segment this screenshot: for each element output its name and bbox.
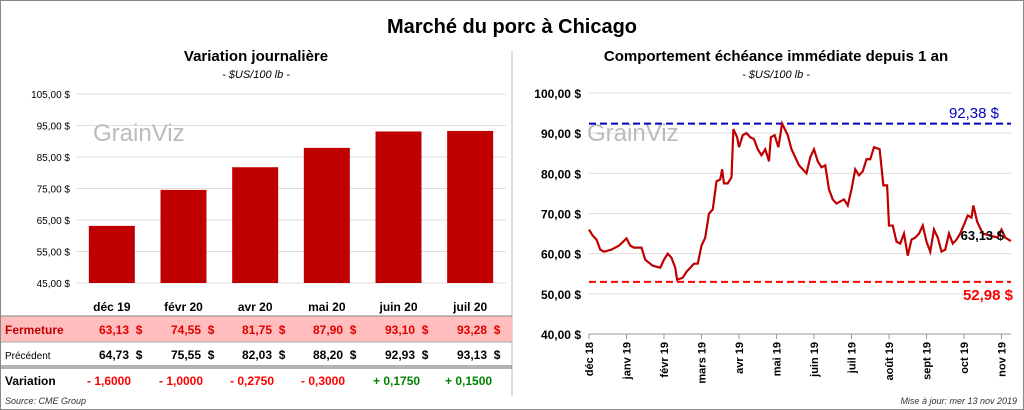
table-cell: - 0,2750 — [230, 374, 274, 388]
x-category-label: avr 20 — [238, 300, 273, 314]
source-note: Source: CME Group — [5, 396, 86, 406]
x-tick-label: juil 19 — [847, 342, 859, 374]
update-note: Mise à jour: mer 13 nov 2019 — [900, 396, 1017, 406]
table-cell: 87,90 $ — [313, 323, 357, 337]
y-tick-label: 60,00 $ — [541, 248, 581, 262]
max-label: 92,38 $ — [949, 105, 1000, 122]
line-chart-subtitle: - $US/100 lb - — [742, 69, 810, 81]
x-category-label: juin 20 — [378, 300, 417, 314]
table-cell: - 1,6000 — [87, 374, 131, 388]
line-chart: 40,00 $ 50,00 $ 60,00 $ 70,00 $ 80,00 $ 90,00… — [534, 87, 1013, 384]
table-row-label: Variation — [5, 374, 56, 388]
y-tick-label: 85,00 $ — [37, 153, 71, 164]
table-cell: 93,28 $ — [457, 323, 501, 337]
table-cell: + 0,1500 — [445, 374, 492, 388]
y-tick-label: 75,00 $ — [37, 185, 71, 196]
x-tick-label: avr 19 — [734, 342, 746, 374]
last-value-label: 63,13 $ — [961, 228, 1005, 243]
x-tick-label: juin 19 — [809, 342, 821, 378]
x-tick-label: janv 19 — [622, 342, 634, 380]
table-cell: 93,13 $ — [457, 348, 501, 362]
x-tick-label: oct 19 — [959, 342, 971, 374]
table-cell: - 0,3000 — [301, 374, 345, 388]
x-category-label: févr 20 — [164, 300, 203, 314]
bar-chart-subtitle: - $US/100 lb - — [222, 69, 290, 81]
bar-chart: 45,00 $ 55,00 $ 65,00 $ 75,00 $ 85,00 $ 95,00… — [31, 90, 506, 314]
table-cell: + 0,1750 — [373, 374, 420, 388]
highlight-row-bg — [1, 316, 512, 342]
bar — [88, 225, 135, 283]
min-label: 52,98 $ — [963, 287, 1014, 304]
table-cell: 64,73 $ — [99, 348, 143, 362]
x-category-label: mai 20 — [308, 300, 346, 314]
bar — [375, 131, 422, 283]
x-tick-label: nov 19 — [997, 342, 1009, 377]
price-series-line — [588, 119, 1012, 282]
table-row-label: Fermeture — [5, 323, 64, 337]
main-title: Marché du porc à Chicago — [387, 16, 637, 38]
table-cell: 81,75 $ — [242, 323, 286, 337]
y-tick-label: 100,00 $ — [534, 87, 581, 101]
table-cell: 74,55 $ — [171, 323, 215, 337]
table-row-label: Précédent — [5, 351, 51, 362]
x-tick-label: mai 19 — [772, 342, 784, 376]
y-tick-label: 45,00 $ — [37, 279, 71, 290]
table-cell: - 1,0000 — [159, 374, 203, 388]
x-tick-label: mars 19 — [697, 342, 709, 384]
x-tick-label: sept 19 — [922, 342, 934, 380]
x-category-label: juil 20 — [452, 300, 487, 314]
y-tick-label: 40,00 $ — [541, 328, 581, 342]
y-tick-label: 50,00 $ — [541, 288, 581, 302]
y-tick-label: 70,00 $ — [541, 208, 581, 222]
bar — [303, 147, 350, 283]
table-cell: 93,10 $ — [385, 323, 429, 337]
x-category-label: déc 19 — [93, 300, 131, 314]
price-table: Fermeture 63,13 $ 74,55 $ 81,75 $ 87,90 $ 93,… — [1, 315, 512, 388]
table-cell: 82,03 $ — [242, 348, 286, 362]
y-tick-label: 90,00 $ — [541, 127, 581, 141]
y-tick-label: 55,00 $ — [37, 248, 71, 259]
y-tick-label: 95,00 $ — [37, 122, 71, 133]
watermark-logo: GrainViz — [93, 120, 185, 147]
line-chart-title: Comportement échéance immédiate depuis 1… — [604, 48, 948, 65]
x-tick-label: août 19 — [884, 342, 896, 381]
table-cell: 92,93 $ — [385, 348, 429, 362]
y-tick-label: 65,00 $ — [37, 216, 71, 227]
bar — [160, 189, 207, 283]
y-tick-label: 105,00 $ — [31, 90, 70, 101]
table-cell: 75,55 $ — [171, 348, 215, 362]
bar — [447, 130, 494, 283]
y-tick-label: 80,00 $ — [541, 167, 581, 181]
table-cell: 63,13 $ — [99, 323, 143, 337]
bar — [232, 167, 279, 283]
bar-chart-title: Variation journalière — [184, 48, 328, 65]
x-tick-label: févr 19 — [659, 342, 671, 377]
x-tick-label: déc 18 — [584, 342, 596, 376]
table-cell: 88,20 $ — [313, 348, 357, 362]
